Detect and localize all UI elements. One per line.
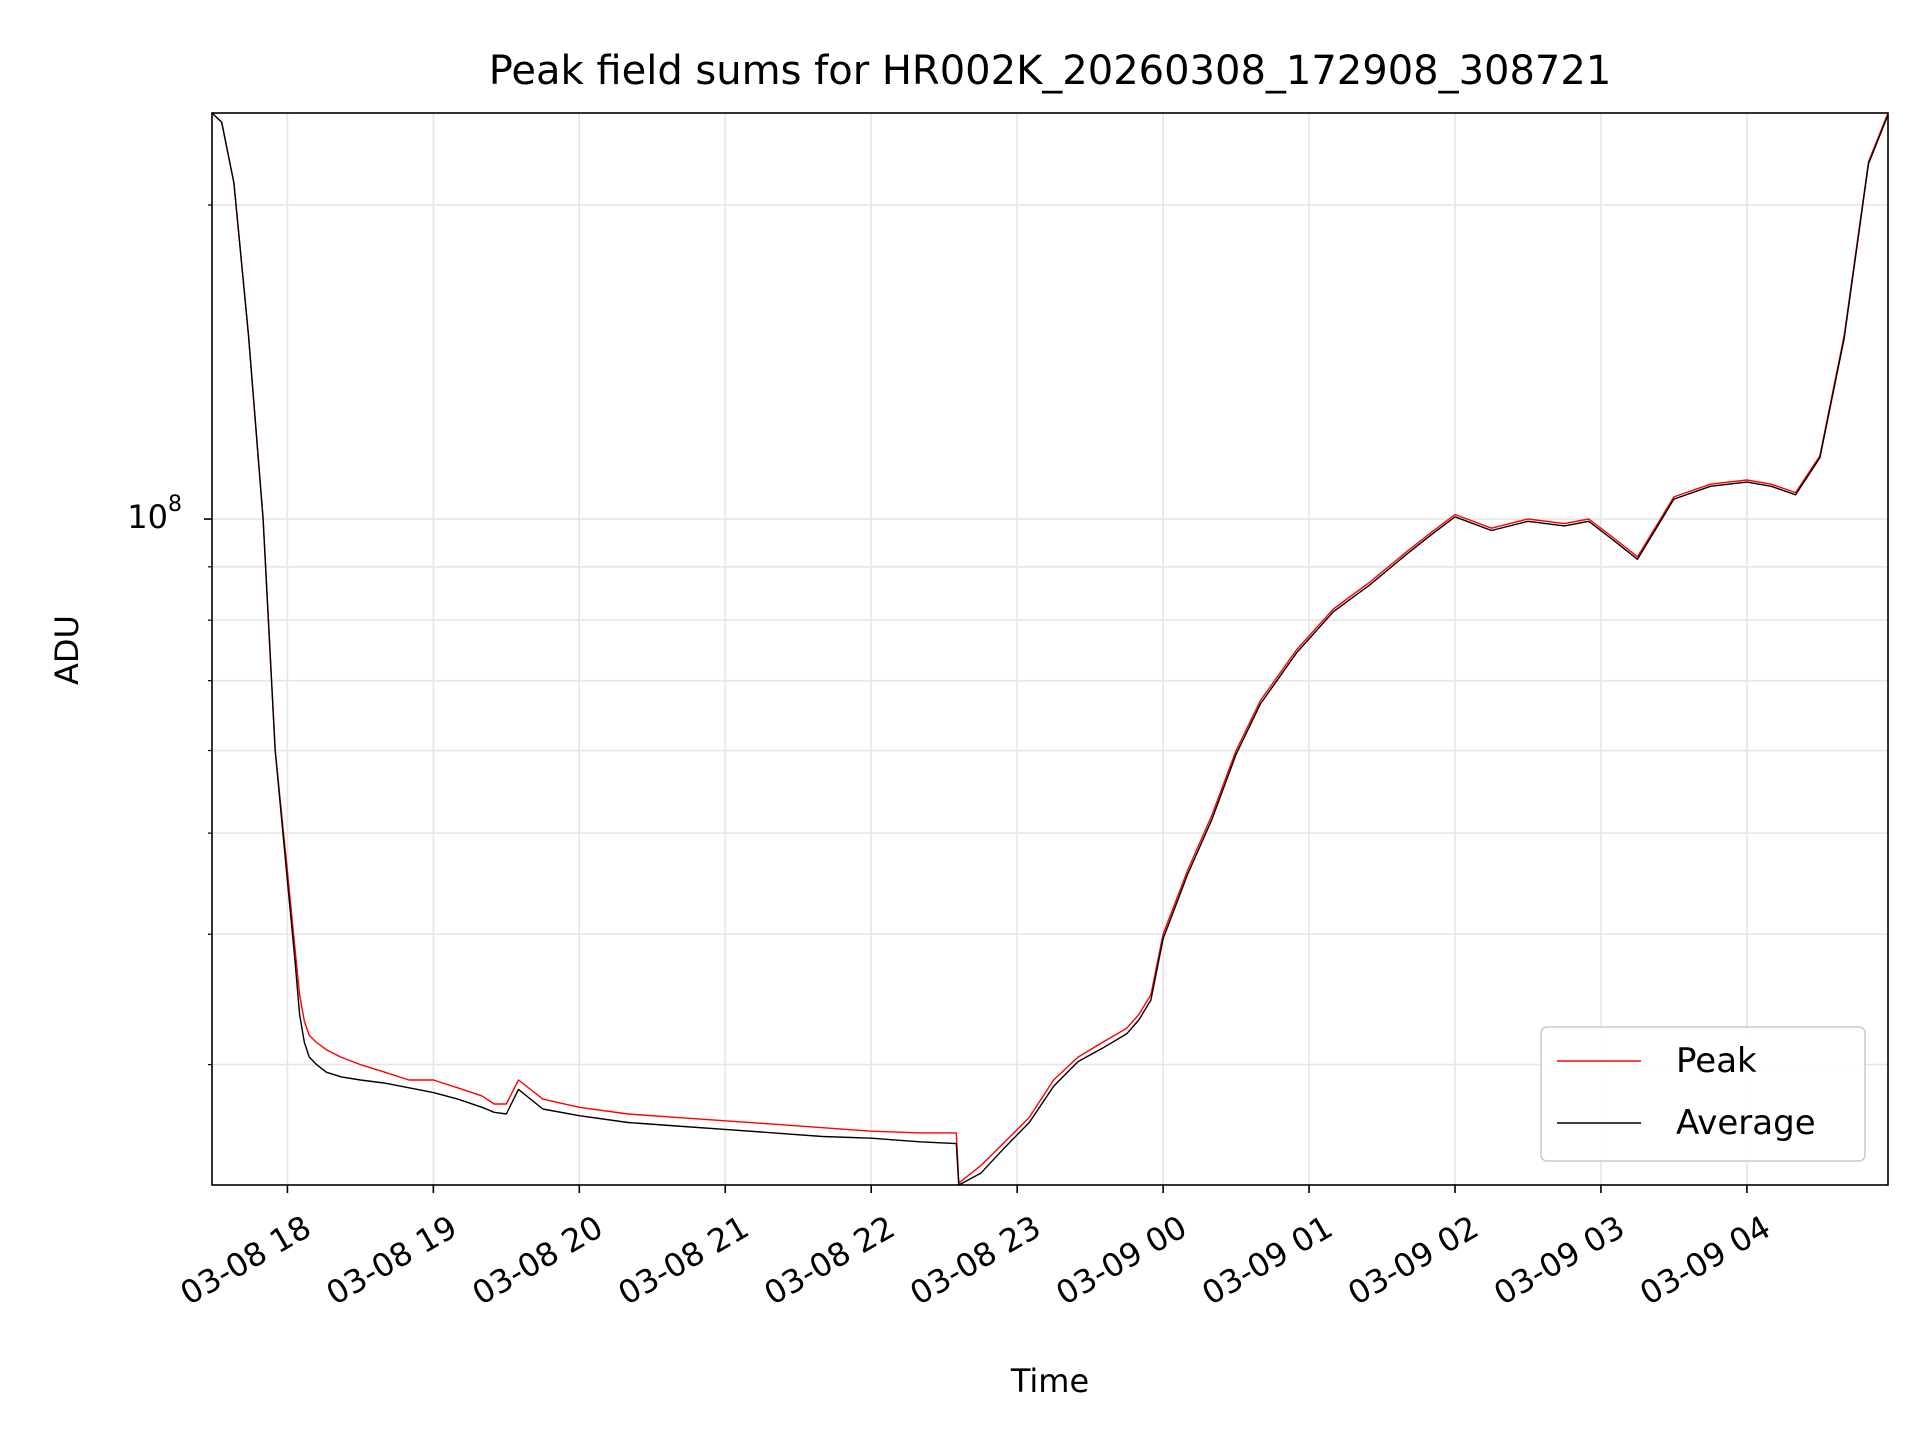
plot-area bbox=[212, 113, 1888, 1185]
chart-title: Peak field sums for HR002K_20260308_1729… bbox=[489, 48, 1612, 94]
y-tick-base: 10 bbox=[127, 498, 168, 536]
y-axis-label: ADU bbox=[48, 615, 86, 685]
series-layer bbox=[211, 112, 1889, 1186]
y-tick-exponent: 8 bbox=[168, 492, 182, 517]
plot-frame bbox=[211, 112, 1889, 1186]
y-ticks: 108 bbox=[127, 204, 212, 1066]
legend-label-peak: Peak bbox=[1676, 1041, 1757, 1081]
x-axis-label: Time bbox=[1010, 1362, 1089, 1400]
legend: Peak Average bbox=[1540, 1026, 1866, 1162]
series-line-peak bbox=[211, 112, 1889, 1184]
grid bbox=[212, 113, 1888, 1185]
series-line-average bbox=[211, 112, 1889, 1186]
y-tick-label: 108 bbox=[127, 492, 182, 536]
legend-label-average: Average bbox=[1676, 1103, 1816, 1143]
